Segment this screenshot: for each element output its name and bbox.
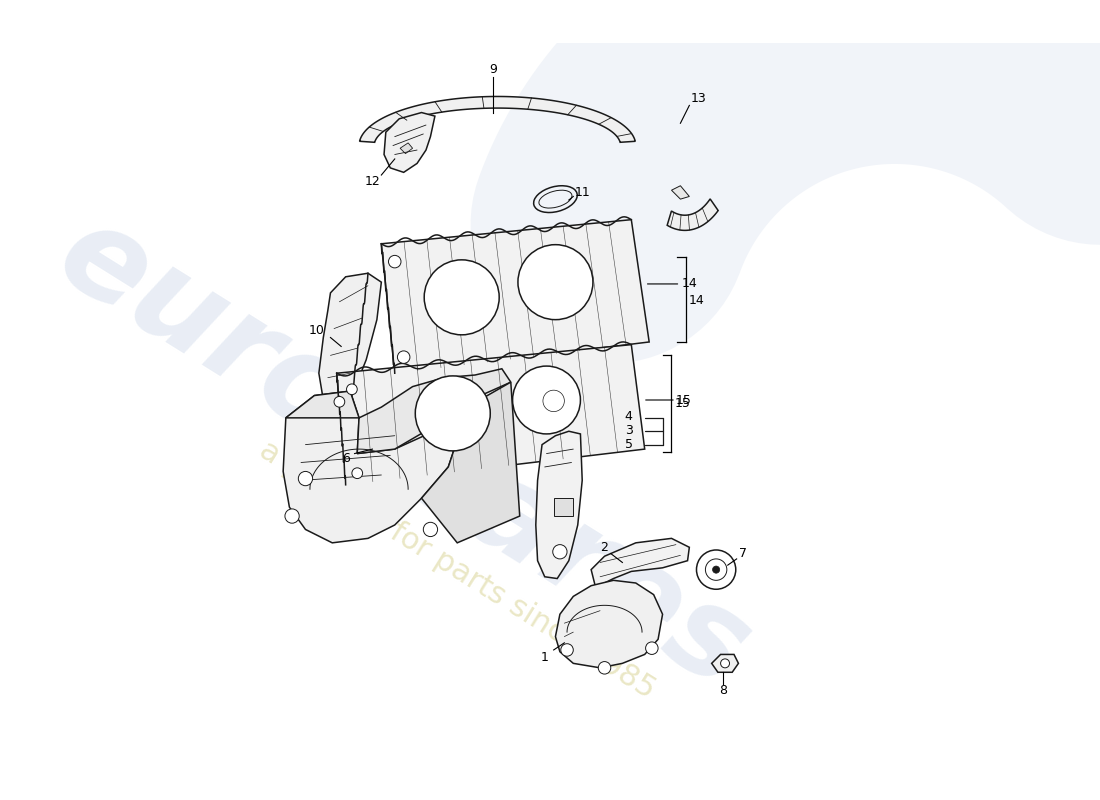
Polygon shape [360, 97, 636, 142]
Polygon shape [337, 345, 645, 485]
Text: 3: 3 [625, 424, 632, 437]
Polygon shape [439, 426, 458, 445]
Polygon shape [421, 382, 519, 543]
Polygon shape [286, 369, 510, 454]
Polygon shape [591, 538, 690, 587]
Circle shape [646, 642, 658, 654]
Circle shape [720, 659, 729, 668]
Circle shape [561, 644, 573, 656]
Circle shape [543, 390, 564, 412]
Circle shape [425, 260, 499, 335]
Circle shape [705, 559, 727, 580]
Circle shape [424, 522, 438, 537]
Circle shape [513, 366, 581, 434]
Text: a passion for parts since 1985: a passion for parts since 1985 [254, 435, 660, 704]
Polygon shape [556, 580, 662, 668]
Circle shape [352, 468, 363, 478]
Polygon shape [384, 113, 434, 172]
Text: eurospares: eurospares [36, 193, 771, 714]
Circle shape [696, 550, 736, 590]
Circle shape [518, 245, 593, 320]
Circle shape [298, 471, 312, 486]
Polygon shape [536, 431, 582, 578]
Text: 11: 11 [574, 186, 590, 199]
Text: 1: 1 [541, 650, 549, 664]
Polygon shape [671, 186, 690, 199]
Text: 5: 5 [625, 438, 632, 451]
Circle shape [397, 351, 410, 363]
Polygon shape [319, 274, 382, 409]
Polygon shape [283, 391, 458, 543]
Text: 9: 9 [490, 63, 497, 76]
Text: 7: 7 [739, 547, 747, 560]
Text: 2: 2 [601, 541, 608, 554]
Polygon shape [400, 143, 412, 154]
Text: 4: 4 [625, 410, 632, 422]
Circle shape [416, 376, 491, 451]
Circle shape [713, 566, 719, 573]
Text: 15: 15 [674, 397, 690, 410]
Text: 6: 6 [342, 451, 350, 465]
Circle shape [346, 384, 358, 394]
Circle shape [598, 662, 611, 674]
Polygon shape [712, 654, 738, 672]
Circle shape [553, 545, 566, 559]
Text: 12: 12 [364, 174, 381, 188]
Text: 14: 14 [689, 294, 704, 306]
Text: 8: 8 [719, 684, 727, 697]
Circle shape [334, 397, 344, 407]
Circle shape [388, 255, 401, 268]
Text: 15: 15 [676, 394, 692, 406]
Polygon shape [553, 498, 573, 516]
Text: 14: 14 [682, 278, 697, 290]
Polygon shape [382, 220, 649, 374]
Circle shape [285, 509, 299, 523]
Polygon shape [668, 199, 718, 230]
Text: 13: 13 [691, 92, 706, 105]
Text: 10: 10 [308, 324, 324, 337]
